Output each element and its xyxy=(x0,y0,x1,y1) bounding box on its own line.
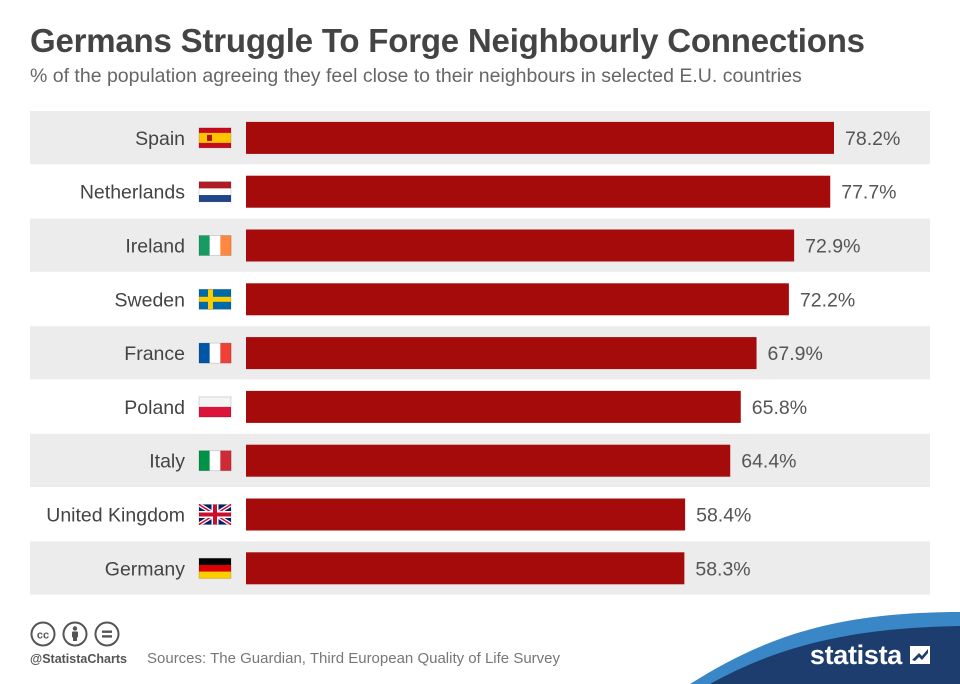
statista-handle: @StatistaCharts xyxy=(30,652,127,666)
value-label: 72.9% xyxy=(805,236,860,258)
category-label: France xyxy=(124,343,185,365)
bar-row: United Kingdom 58.4% xyxy=(46,498,751,531)
value-label: 64.4% xyxy=(741,451,796,473)
poland-flag-icon xyxy=(198,396,232,418)
bar xyxy=(246,337,757,370)
sweden-flag-icon xyxy=(198,288,232,310)
germany-flag-icon xyxy=(198,557,232,579)
bar xyxy=(246,498,686,531)
bar xyxy=(246,552,685,585)
italy-flag-icon xyxy=(198,450,232,472)
value-label: 65.8% xyxy=(752,397,807,419)
netherlands-flag-icon xyxy=(198,181,232,203)
bar xyxy=(246,121,834,154)
svg-text:cc: cc xyxy=(37,630,49,642)
bar-row: Ireland 72.9% xyxy=(30,218,930,272)
value-label: 78.2% xyxy=(845,128,900,150)
value-label: 72.2% xyxy=(800,289,855,311)
statista-logo-mark xyxy=(910,646,930,664)
category-label: Netherlands xyxy=(80,182,185,204)
bar-row: Sweden 72.2% xyxy=(115,283,855,316)
statista-logo-text: statista xyxy=(809,640,902,670)
bar-row: Spain 78.2% xyxy=(30,111,930,165)
united-kingdom-flag-icon xyxy=(197,502,233,527)
bar xyxy=(246,229,795,262)
attribution-icon xyxy=(62,621,88,647)
page-subtitle: % of the population agreeing they feel c… xyxy=(30,65,802,87)
spain-flag-icon xyxy=(198,127,232,149)
category-label: Spain xyxy=(135,128,185,150)
bar xyxy=(246,444,731,477)
sources-note: Sources: The Guardian, Third European Qu… xyxy=(147,650,561,667)
page-title: Germans Struggle To Forge Neighbourly Co… xyxy=(30,22,865,59)
bar-row: France 67.9% xyxy=(30,326,930,380)
bar-row: Netherlands 77.7% xyxy=(80,175,897,208)
france-flag-icon xyxy=(198,342,232,364)
value-label: 67.9% xyxy=(768,343,823,365)
value-label: 58.3% xyxy=(695,558,750,580)
no-derivatives-icon xyxy=(94,621,120,647)
category-label: Sweden xyxy=(115,289,185,311)
bar-row: Poland 65.8% xyxy=(124,390,807,423)
value-label: 58.4% xyxy=(696,505,751,527)
bar-row: Germany 58.3% xyxy=(30,541,930,595)
bar-chart: Spain 78.2% Netherlands 77.7% Ireland 72.9% Sw… xyxy=(30,111,930,595)
bar-row: Italy 64.4% xyxy=(30,433,930,487)
category-label: Ireland xyxy=(125,236,185,258)
category-label: United Kingdom xyxy=(46,505,185,527)
ireland-flag-icon xyxy=(198,235,232,256)
cc-icon: cc xyxy=(30,621,56,647)
bar xyxy=(246,390,741,423)
category-label: Poland xyxy=(124,397,185,419)
bar xyxy=(246,175,831,208)
statista-logo: statista xyxy=(810,640,902,671)
category-label: Germany xyxy=(105,558,185,580)
value-label: 77.7% xyxy=(841,182,896,204)
category-label: Italy xyxy=(149,451,185,473)
bar xyxy=(246,283,789,316)
